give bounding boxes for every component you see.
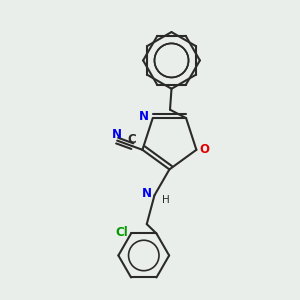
Text: N: N [140, 110, 149, 123]
Text: Cl: Cl [116, 226, 128, 239]
Text: H: H [162, 195, 170, 205]
Text: C: C [128, 133, 136, 146]
Text: N: N [112, 128, 122, 140]
Text: N: N [142, 187, 152, 200]
Text: O: O [200, 143, 210, 156]
